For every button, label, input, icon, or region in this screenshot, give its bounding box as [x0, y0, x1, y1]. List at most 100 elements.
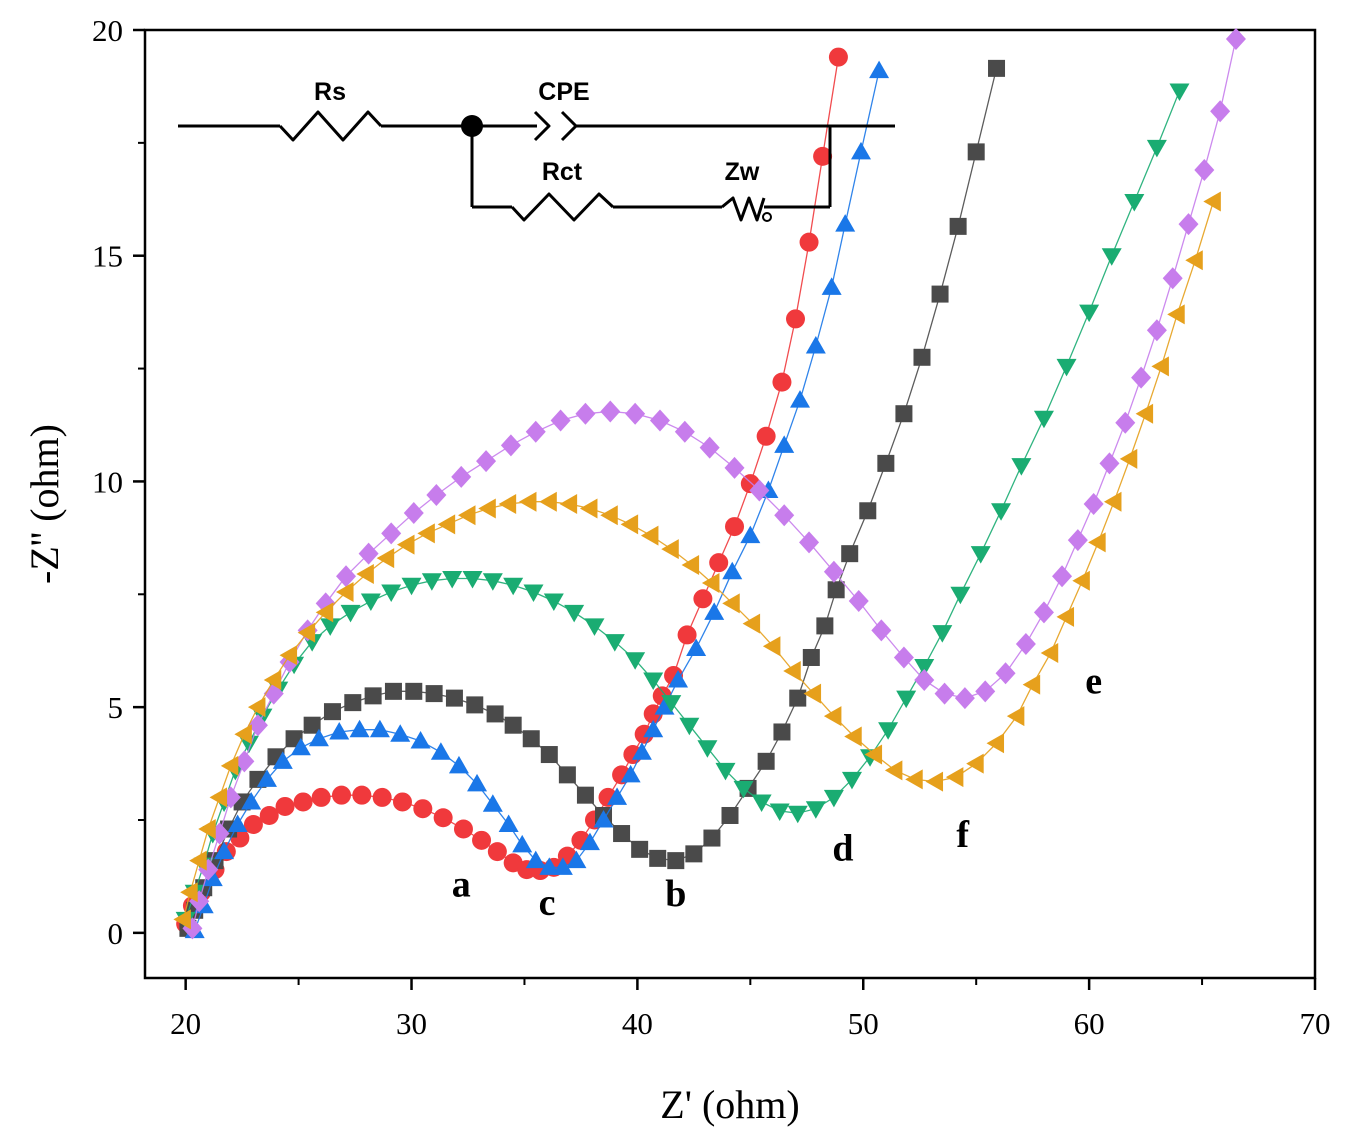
series-e-point [823, 560, 844, 583]
series-f-point [198, 819, 216, 840]
series-d-point [523, 584, 544, 603]
warburg-open-mark [762, 212, 772, 222]
series-c-point [349, 719, 370, 738]
series-f-point [1135, 403, 1154, 424]
series-e-point [724, 456, 745, 479]
rct-resistor [510, 192, 615, 222]
series-f-point [189, 850, 207, 871]
series-a-point [259, 805, 279, 825]
series-e-point [550, 409, 571, 432]
series-e-point [893, 646, 914, 669]
series-e-point [476, 450, 497, 473]
series-b-point [859, 502, 877, 520]
series-f-point [417, 523, 435, 544]
series-b-point [613, 825, 631, 843]
series-f-point [1119, 448, 1138, 469]
series-d-point [340, 604, 361, 623]
x-tick-label: 40 [622, 1006, 653, 1041]
series-label-c: c [539, 882, 556, 924]
series-a-point [332, 785, 352, 805]
series-f-point [315, 602, 334, 623]
series-d-point [604, 634, 625, 652]
series-f-point [247, 697, 266, 718]
series-f-point [844, 726, 862, 747]
series-e-point [600, 400, 621, 423]
series-d-point [715, 762, 736, 781]
series-f-point [823, 706, 842, 727]
x-tick-label: 50 [848, 1006, 879, 1041]
series-b-point [789, 689, 807, 707]
series-e-point [451, 465, 472, 488]
series-a-point [709, 553, 729, 573]
series-label-e: e [1085, 661, 1102, 703]
series-c-point [851, 141, 872, 160]
series-f-point [701, 573, 720, 593]
series-e-point [699, 436, 720, 459]
series-b-point [827, 581, 845, 599]
series-d-point [625, 652, 646, 670]
series-b-point [558, 766, 576, 784]
series-f-point [559, 494, 578, 514]
series-d-point [462, 570, 483, 589]
series-a-point [799, 232, 819, 252]
y-tick-label: 10 [92, 464, 123, 499]
series-a-point [392, 792, 412, 812]
series-b-point [405, 682, 423, 700]
series-e-point [649, 409, 670, 432]
series-e-point [403, 502, 424, 525]
series-b: b [179, 59, 1006, 937]
series-c-point [740, 525, 761, 544]
series-f-point [661, 539, 679, 560]
series-d-point [697, 740, 718, 758]
series-e-point [525, 420, 546, 443]
series-a-point [243, 815, 263, 835]
series-a-point [311, 787, 331, 807]
series-e-point [575, 402, 596, 425]
series-f-point [783, 661, 801, 682]
series-f-line [182, 201, 1215, 920]
series-f-point [742, 613, 761, 634]
series-b-point [445, 689, 463, 707]
series-d-point [932, 625, 953, 643]
series-e-point [1067, 529, 1088, 552]
series-e-point [914, 669, 935, 692]
series-a-point [472, 830, 492, 850]
series-d-point [1101, 248, 1122, 266]
series-f-point [1072, 570, 1090, 591]
series-e-point [1178, 213, 1199, 236]
series-b-point [757, 752, 775, 770]
series-c-point [241, 791, 262, 810]
series-b-point [802, 648, 820, 666]
series-e-point [1131, 366, 1152, 389]
series-b-point [703, 829, 721, 847]
series-c-point [227, 814, 248, 833]
series-f-point [478, 498, 496, 519]
series-f-point [945, 767, 964, 788]
series-e-point [799, 531, 820, 554]
series-f-point [966, 753, 984, 774]
series-e-point [1146, 319, 1167, 342]
x-tick-label: 70 [1300, 1006, 1331, 1041]
cpe-element-right [560, 110, 578, 142]
series-d-point [1033, 410, 1054, 429]
series-b-point [773, 723, 791, 741]
series-c-point [539, 857, 560, 875]
series-d-point [878, 722, 899, 740]
series-d-point [1011, 458, 1032, 476]
series-d-point [1124, 194, 1145, 212]
series-c-point [566, 850, 587, 869]
series-b-point [816, 617, 834, 635]
series-f-point [397, 534, 415, 555]
equivalent-circuit-inset [178, 110, 895, 222]
series-d-point [564, 604, 585, 623]
y-axis-title: -Z'' (ohm) [22, 424, 67, 584]
series-a-point [413, 799, 433, 819]
circuit-label-cpe: CPE [538, 78, 589, 106]
series-label-a: a [452, 864, 471, 906]
series-b-point [303, 716, 321, 734]
series-f-point [722, 593, 740, 614]
series-c-point [290, 737, 311, 756]
series-e-point [1210, 100, 1231, 123]
series-f-point [518, 491, 537, 512]
